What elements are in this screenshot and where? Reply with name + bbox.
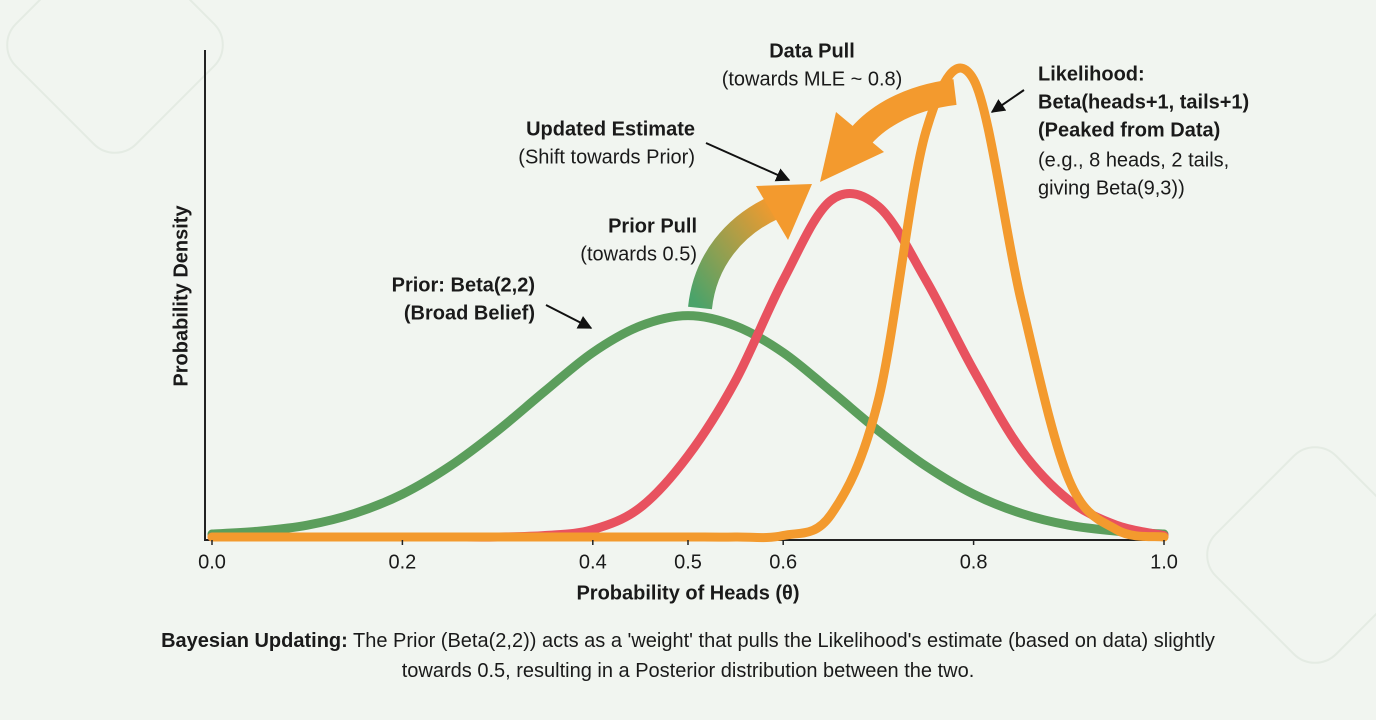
annotation-title: Data Pull: [769, 40, 855, 62]
data-pull-arrowhead: [820, 112, 884, 182]
x-tick-label: 1.0: [1150, 551, 1178, 573]
caption-lead: Bayesian Updating:: [161, 630, 348, 652]
annotation-text: (e.g., 8 heads, 2 tails,: [1038, 149, 1229, 171]
density-curve: [207, 63, 1169, 543]
annotation-title: (Peaked from Data): [1038, 119, 1220, 141]
annotation-title: Likelihood:: [1038, 63, 1145, 85]
annotation-title: Beta(heads+1, tails+1): [1038, 91, 1249, 113]
annotation-text: (Shift towards Prior): [518, 146, 695, 168]
annotation-text: giving Beta(9,3)): [1038, 177, 1185, 199]
x-tick-label: 0.2: [388, 551, 416, 573]
density-curve: [207, 311, 1169, 539]
curves: [207, 63, 1169, 543]
x-tick-label: 0.0: [198, 551, 226, 573]
annotation-text: (towards 0.5): [580, 243, 697, 265]
y-axis-label: Probability Density: [170, 205, 192, 387]
pointer-arrow: [705, 142, 791, 182]
background-decor: [6, 0, 1376, 664]
x-axis-label: Probability of Heads (θ): [576, 582, 799, 604]
annotation-title: Prior: Beta(2,2): [392, 274, 535, 296]
x-tick-label: 0.6: [769, 551, 797, 573]
pointer-arrow: [990, 89, 1025, 113]
x-tick-label: 0.5: [674, 551, 702, 573]
prior-pull-arrow: [688, 196, 781, 310]
prior-pull-arrowhead: [756, 184, 812, 240]
annotation-text: (towards MLE ~ 0.8): [722, 68, 903, 90]
annotation-title: Prior Pull: [608, 215, 697, 237]
caption: Bayesian Updating: The Prior (Beta(2,2))…: [150, 626, 1226, 686]
caption-text: The Prior (Beta(2,2)) acts as a 'weight'…: [353, 630, 1215, 682]
x-tick-label: 0.8: [960, 551, 988, 573]
annotations: Data Pull (towards MLE ~ 0.8) Likelihood: B…: [392, 40, 1250, 324]
annotation-title: Updated Estimate: [526, 118, 695, 140]
annotation-title: (Broad Belief): [404, 302, 535, 324]
pointer-arrow: [545, 304, 593, 329]
x-tick-label: 0.4: [579, 551, 607, 573]
